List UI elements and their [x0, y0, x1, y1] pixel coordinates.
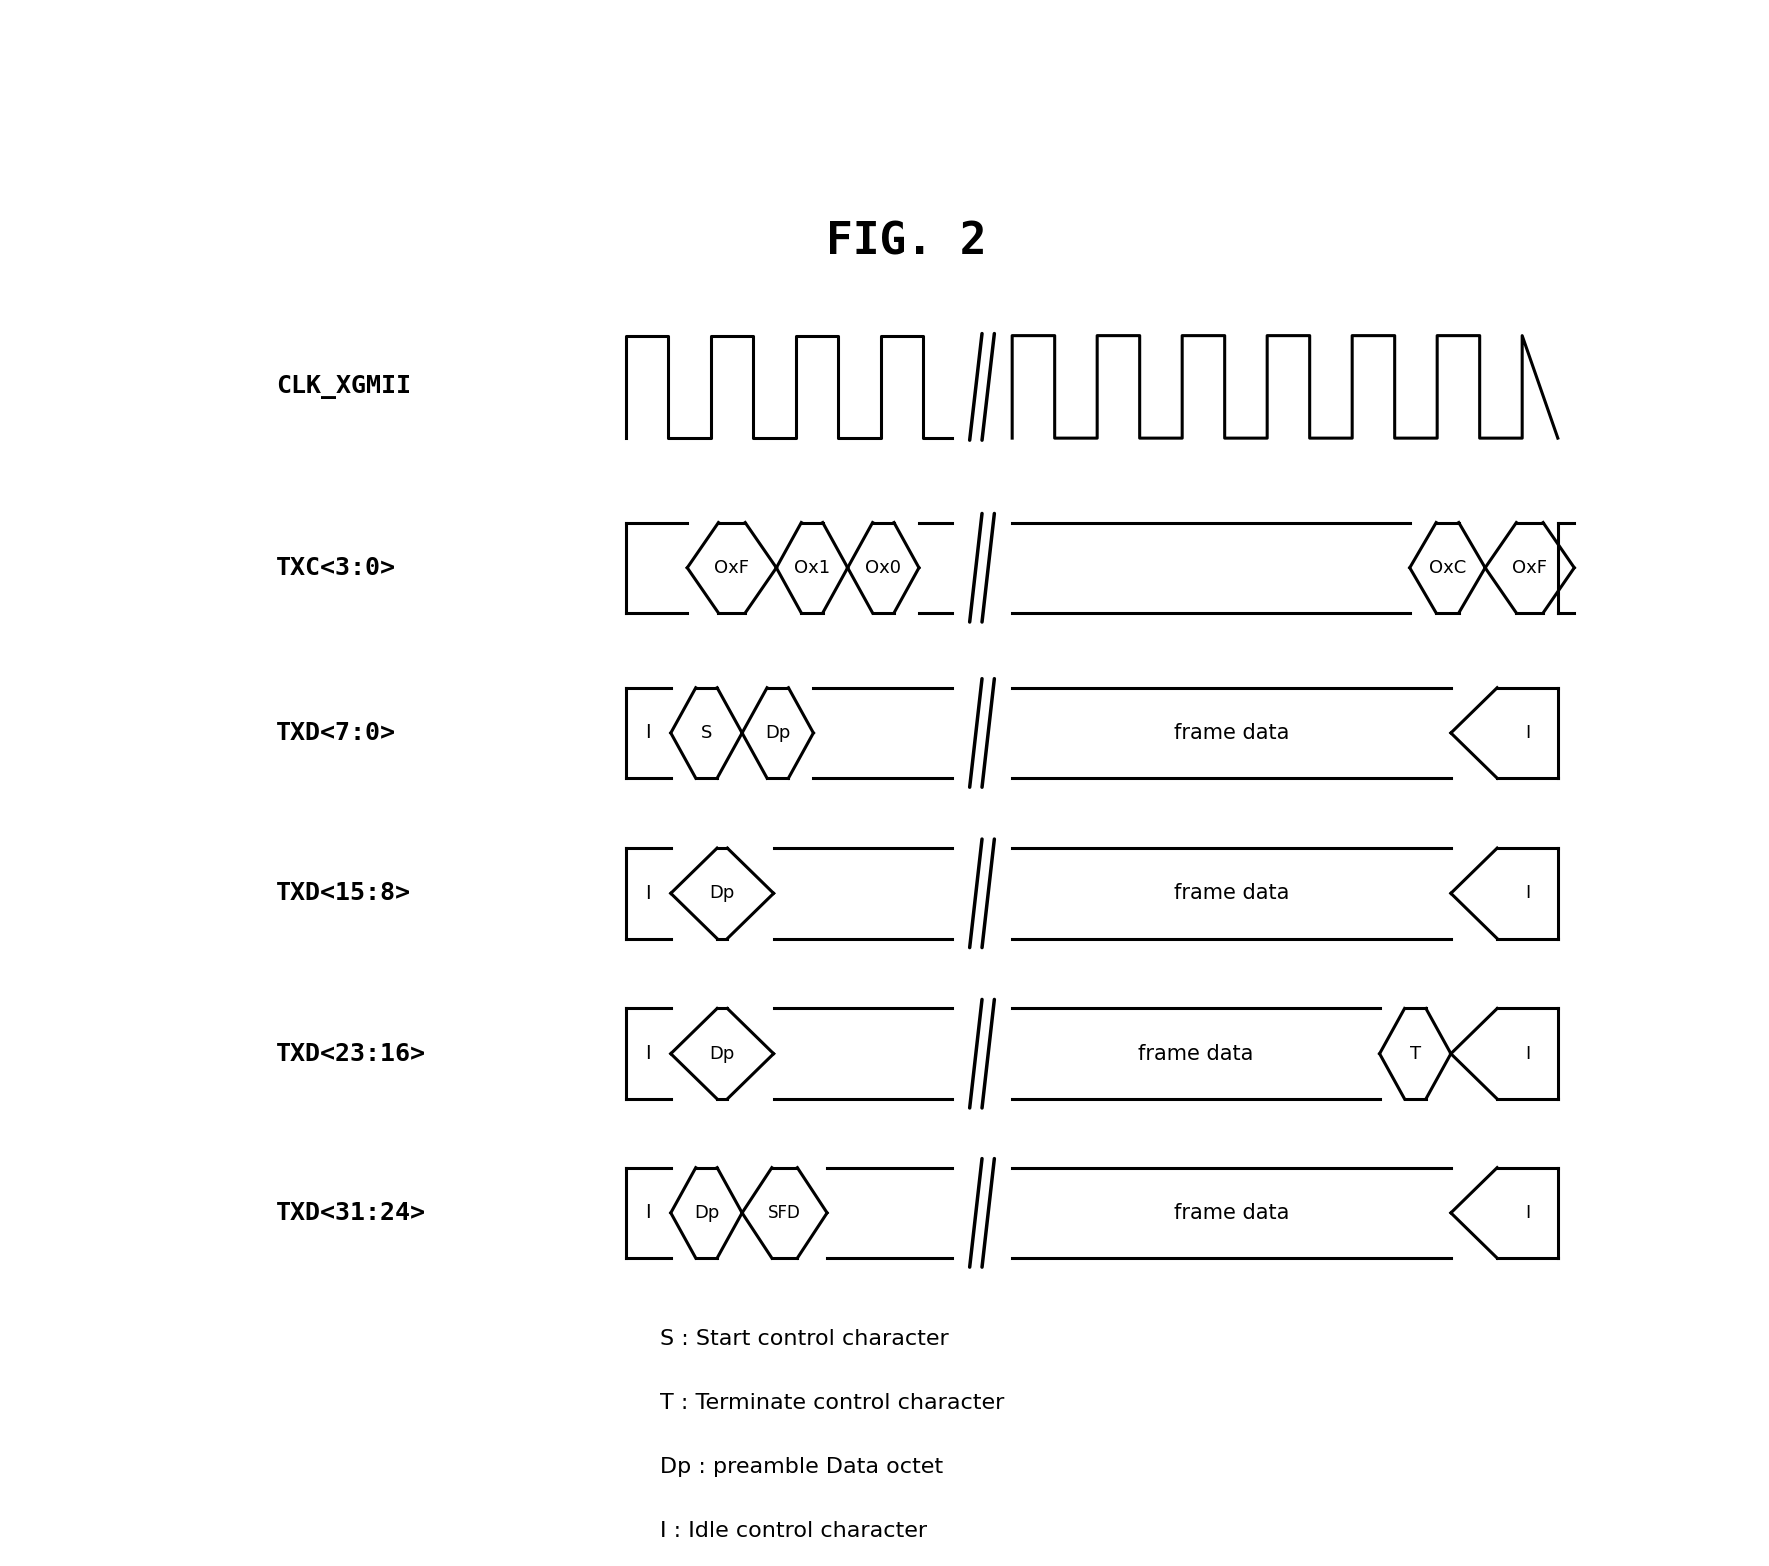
Text: OxF: OxF	[715, 559, 750, 576]
Text: TXD<31:24>: TXD<31:24>	[276, 1201, 426, 1225]
Text: Ox0: Ox0	[865, 559, 902, 576]
Text: CLK_XGMII: CLK_XGMII	[276, 374, 410, 399]
Text: SFD: SFD	[768, 1204, 801, 1221]
Text: TXD<7:0>: TXD<7:0>	[276, 720, 396, 745]
Text: frame data: frame data	[1175, 1203, 1290, 1223]
Text: Dp: Dp	[709, 885, 734, 902]
Text: Dp : preamble Data octet: Dp : preamble Data octet	[660, 1458, 943, 1477]
Text: I: I	[646, 1203, 651, 1223]
Text: TXD<23:16>: TXD<23:16>	[276, 1041, 426, 1066]
Text: FIG. 2: FIG. 2	[826, 221, 987, 263]
Text: T : Terminate control character: T : Terminate control character	[660, 1394, 1005, 1414]
Text: OxC: OxC	[1429, 559, 1467, 576]
Text: I: I	[1525, 1204, 1530, 1221]
Text: S: S	[701, 723, 713, 742]
Text: S : Start control character: S : Start control character	[660, 1330, 948, 1350]
Text: I: I	[1525, 885, 1530, 902]
Text: frame data: frame data	[1175, 883, 1290, 904]
Text: TXD<15:8>: TXD<15:8>	[276, 882, 410, 905]
Text: I : Idle control character: I : Idle control character	[660, 1521, 927, 1541]
Text: TXC<3:0>: TXC<3:0>	[276, 556, 396, 579]
Text: Dp: Dp	[709, 1045, 734, 1063]
Text: I: I	[646, 1045, 651, 1063]
Text: Dp: Dp	[764, 723, 791, 742]
Text: frame data: frame data	[1175, 723, 1290, 742]
Text: Ox1: Ox1	[794, 559, 830, 576]
Text: OxF: OxF	[1512, 559, 1548, 576]
Text: T: T	[1410, 1045, 1421, 1063]
Text: I: I	[1525, 723, 1530, 742]
Text: I: I	[646, 723, 651, 742]
Text: Dp: Dp	[693, 1204, 720, 1221]
Text: frame data: frame data	[1137, 1043, 1254, 1063]
Text: I: I	[1525, 1045, 1530, 1063]
Text: I: I	[646, 883, 651, 904]
